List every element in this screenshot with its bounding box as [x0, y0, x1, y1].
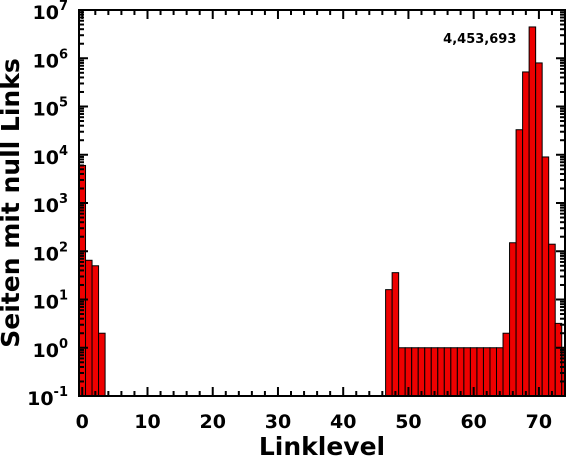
bar-55: [437, 347, 445, 397]
bar-54: [430, 347, 439, 397]
plot-frame: [78, 9, 566, 397]
y-tick-label: 10-1: [27, 385, 68, 410]
bar-1: [85, 259, 93, 397]
y-tick-label: 103: [33, 192, 69, 217]
y-tick-label: 104: [33, 144, 69, 169]
bar-59: [463, 347, 471, 397]
peak-annotation: 4,453,693: [443, 32, 516, 47]
ticks-group: [79, 9, 566, 397]
y-axis-title: Seiten mit null Links: [0, 58, 25, 347]
y-tick-label: 100: [33, 337, 69, 362]
bar-71: [541, 156, 550, 397]
y-tick-label: 107: [33, 0, 69, 24]
y-tick-label: 101: [33, 289, 69, 314]
x-tick-label: 50: [395, 411, 421, 433]
x-tick-label: 10: [134, 411, 160, 433]
x-tick-label: 60: [460, 411, 486, 433]
x-axis-title: Linklevel: [259, 432, 385, 457]
bar-70: [535, 62, 543, 397]
x-tick-label: 0: [76, 411, 89, 433]
x-tick-label: 70: [526, 411, 552, 433]
bar-57: [450, 347, 458, 397]
bar-47: [385, 289, 393, 397]
x-tick-label: 30: [265, 411, 291, 433]
bar-66: [509, 242, 517, 397]
y-tick-labels: 10-1 100 101 102 103 104 105 106 107: [27, 0, 68, 410]
bar-63: [489, 347, 498, 397]
y-tick-label: 102: [33, 240, 69, 265]
y-tick-label: 105: [33, 96, 69, 121]
bar-56: [443, 347, 452, 397]
bar-62: [482, 347, 491, 397]
bar-58: [456, 347, 465, 397]
bar-2: [91, 265, 100, 397]
y-tick-label: 106: [33, 47, 69, 72]
bar-69: [528, 26, 537, 397]
bar-72: [548, 243, 556, 397]
bar-48: [391, 272, 400, 397]
bar-52: [417, 347, 426, 397]
bar-67: [515, 129, 524, 397]
bar-73: [554, 322, 563, 397]
bar-65: [502, 332, 511, 397]
bar-61: [476, 347, 484, 397]
bar-64: [496, 347, 504, 397]
x-tick-label: 40: [330, 411, 356, 433]
bars-group: [78, 26, 566, 397]
bar-3: [98, 332, 106, 397]
bar-51: [411, 347, 419, 397]
bar-53: [424, 347, 432, 397]
x-tick-labels: 0 10 20 30 40 50 60 70: [76, 411, 552, 433]
bar-49: [398, 347, 406, 397]
bar-68: [522, 71, 530, 397]
x-tick-label: 20: [200, 411, 226, 433]
